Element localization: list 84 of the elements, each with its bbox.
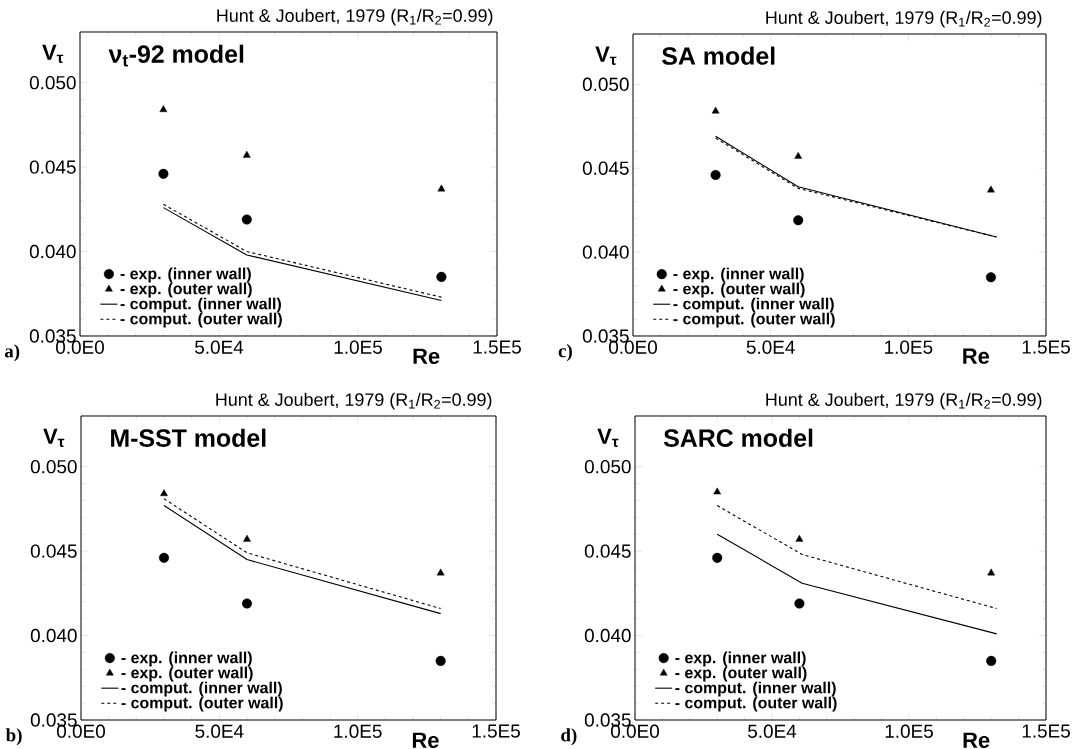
x-tick-label: 1.0E5 (885, 340, 933, 354)
chart-title: Hunt & Joubert, 1979 (R$_{1}$/R$_{2}$=0.99) (766, 392, 1042, 410)
y-tick-label: 0.045 (582, 161, 629, 175)
point (242, 150, 251, 158)
legend-label: - comput. (inner wall) (675, 681, 836, 697)
chart-title: Hunt & Joubert, 1979 (R$_{1}$/R$_{2}$=0.99) (217, 8, 493, 26)
legend-label: - exp. (outer wall) (675, 666, 807, 682)
y-tick-label: 0.050 (582, 77, 629, 92)
x-tick-label: 1.5E5 (473, 340, 521, 354)
chart-title: Hunt & Joubert, 1979 (R$_{1}$/R$_{2}$=0.99) (216, 392, 492, 410)
legend-label: - comput. (outer wall) (673, 312, 835, 328)
point (710, 169, 721, 180)
point (713, 487, 722, 495)
legend-label: - comput. (inner wall) (121, 681, 282, 697)
x-tick-label: 1.0E5 (885, 724, 933, 738)
y-tick-label: 0.045 (584, 544, 631, 558)
point (242, 598, 252, 609)
x-tick-label: 5.0E4 (748, 724, 797, 738)
point (987, 568, 996, 576)
y-axis-title: V$_{τ}$ (43, 428, 65, 447)
x-tick-label: 1.0E5 (334, 724, 382, 738)
legend-label: - comput. (inner wall) (120, 297, 281, 313)
point (160, 489, 168, 496)
point (436, 568, 445, 576)
point (159, 105, 168, 112)
y-tick-label: 0.040 (29, 244, 76, 259)
legend-label: - exp. (outer wall) (121, 666, 253, 682)
x-tick-label: 1.5E5 (1022, 724, 1070, 738)
y-axis-title: V$_{τ}$ (42, 44, 64, 63)
x-tick-label: 5.0E4 (746, 340, 795, 354)
text: b) (5, 728, 22, 746)
point (243, 534, 251, 542)
point (794, 152, 803, 159)
legend-label: - exp. (inner wall) (120, 267, 251, 283)
point (795, 534, 804, 542)
legend-label: - exp. (outer wall) (120, 282, 252, 298)
chart-subtitle: SA model (662, 46, 775, 65)
point (987, 185, 995, 193)
y-tick-label: 0.040 (584, 628, 631, 643)
legend-label: - exp. (outer wall) (673, 282, 805, 298)
y-tick-label: 0.050 (584, 459, 631, 474)
x-tick-label: 1.5E5 (472, 724, 520, 738)
point (159, 552, 169, 563)
x-axis-title: Re (963, 348, 990, 364)
x-axis-title: Re (963, 732, 990, 748)
x-axis-title: Re (413, 348, 440, 364)
y-axis-title: V$_{τ}$ (595, 46, 617, 65)
y-tick-label: 0.050 (29, 75, 76, 90)
chart-title: Hunt & Joubert, 1979 (R$_{1}$/R$_{2}$=0.99) (766, 10, 1042, 28)
point (794, 598, 805, 609)
x-axis-title: Re (412, 732, 439, 748)
y-tick-label: 0.040 (582, 245, 629, 259)
legend-label: - comput. (inner wall) (673, 297, 834, 313)
legend-label: - comput. (outer wall) (121, 696, 283, 712)
point (793, 215, 804, 226)
point (436, 271, 447, 282)
point (437, 184, 446, 192)
y-tick-label: 0.045 (29, 160, 76, 174)
text: c) (558, 344, 572, 362)
text: d) (561, 728, 577, 746)
point (158, 168, 169, 179)
chart-subtitle: ν$_{t}$-92 model (108, 44, 244, 67)
point (986, 655, 997, 666)
y-tick-label: 0.050 (30, 459, 77, 474)
y-tick-label: 0.040 (30, 628, 77, 643)
point (435, 655, 446, 666)
y-axis-title: V$_{τ}$ (597, 428, 619, 447)
x-tick-label: 1.0E5 (334, 340, 382, 354)
point (712, 552, 723, 563)
legend-label: - exp. (inner wall) (675, 651, 806, 667)
x-tick-label: 5.0E4 (195, 724, 244, 738)
legend-label: - exp. (inner wall) (121, 651, 252, 667)
point (241, 214, 252, 225)
legend-label: - comput. (outer wall) (675, 696, 837, 712)
legend-label: - exp. (inner wall) (673, 267, 804, 283)
x-tick-label: 5.0E4 (195, 340, 244, 354)
chart-subtitle: SARC model (663, 428, 813, 447)
y-tick-label: 0.045 (30, 544, 77, 558)
x-tick-label: 1.5E5 (1022, 340, 1070, 354)
text: a) (4, 344, 20, 362)
chart-subtitle: M-SST model (111, 428, 266, 447)
legend-label: - comput. (outer wall) (120, 312, 282, 328)
point (711, 106, 720, 114)
point (985, 272, 996, 283)
